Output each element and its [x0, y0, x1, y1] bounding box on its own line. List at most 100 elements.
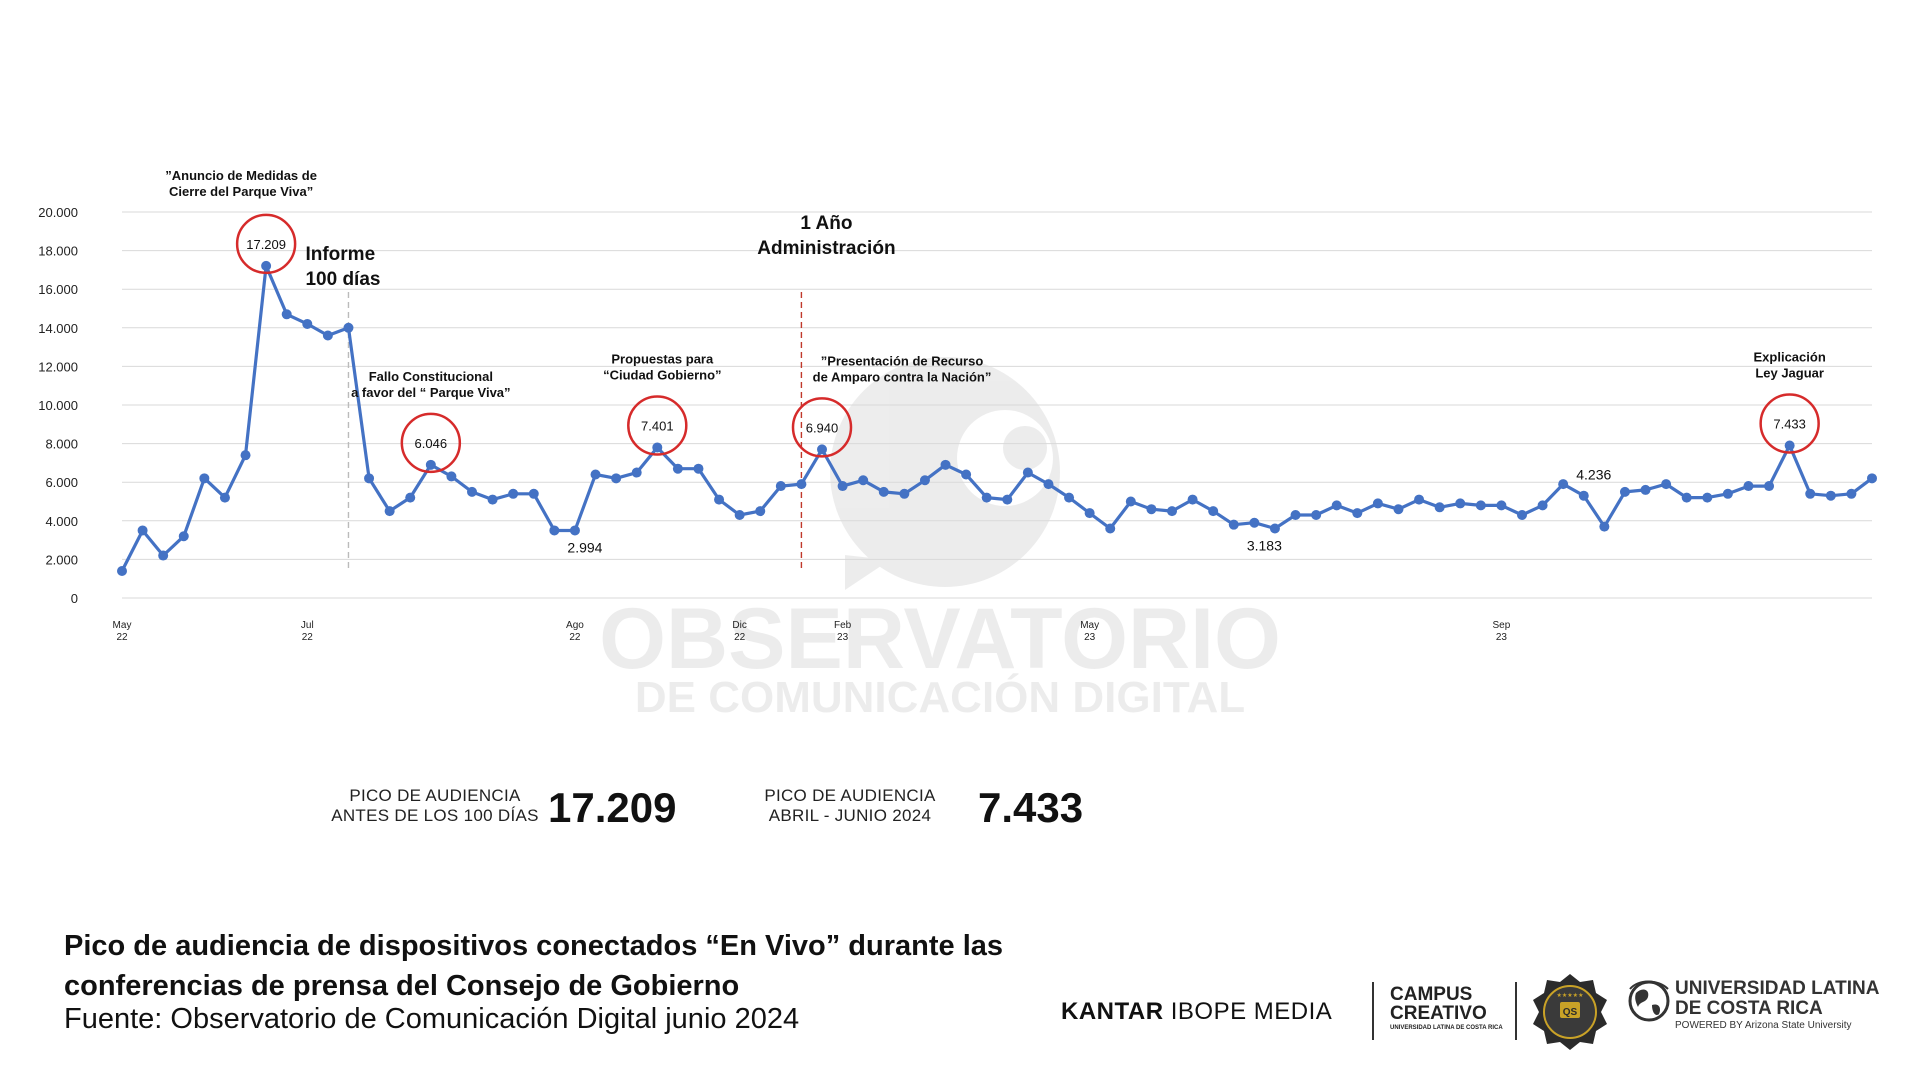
data-point: [1146, 504, 1157, 515]
data-point: [1228, 519, 1239, 530]
highlight-circle: [627, 395, 688, 456]
y-tick-label: 4.000: [45, 514, 78, 529]
watermark-line2: DE COMUNICACIÓN DIGITAL: [635, 672, 1245, 722]
universidad-latina-logo: UNIVERSIDAD LATINA DE COSTA RICA POWERED…: [1675, 979, 1879, 1033]
milestone-label: 100 días: [305, 269, 380, 290]
kpi-label-1: PICO DE AUDIENCIA ANTES DE LOS 100 DÍAS: [330, 786, 540, 826]
data-point: [734, 510, 745, 521]
x-tick-month: Feb: [834, 620, 852, 631]
campus-creativo-logo: CAMPUS CREATIVO UNIVERSIDAD LATINA DE CO…: [1390, 985, 1503, 1032]
data-point: [919, 475, 930, 486]
annotation-label: Cierre del Parque Viva”: [169, 184, 313, 199]
kantar-logo: KANTAR IBOPE MEDIA: [1061, 998, 1332, 1026]
data-point: [1043, 479, 1054, 490]
data-point: [1455, 498, 1466, 509]
campus-logo-line1: CAMPUS: [1390, 984, 1473, 1005]
data-point: [178, 531, 189, 542]
data-point: [1311, 510, 1322, 521]
qs-badge-icon: QS ★★★★★: [1533, 974, 1607, 1050]
highlight-circle: [1759, 393, 1820, 454]
highlight-value: 7.433: [1773, 417, 1806, 432]
kpi-1-label-line1: PICO DE AUDIENCIA: [349, 786, 521, 805]
y-tick-label: 18.000: [38, 244, 78, 259]
y-tick-label: 2.000: [45, 552, 78, 567]
data-point: [405, 492, 416, 503]
data-point: [1867, 473, 1877, 484]
data-point: [899, 488, 910, 499]
x-tick-year: 22: [302, 632, 314, 643]
data-point: [1722, 488, 1733, 499]
data-point: [1002, 494, 1013, 505]
data-point: [1208, 506, 1219, 517]
data-point: [569, 525, 580, 536]
x-axis: May22Jul22Ago22Dic22Feb23May23Sep23Mar24…: [113, 620, 1511, 643]
data-point: [775, 481, 786, 492]
y-tick-label: 14.000: [38, 321, 78, 336]
data-point: [1249, 517, 1260, 528]
kantar-logo-bold: KANTAR: [1061, 998, 1164, 1025]
watermark-line1: OBSERVATORIO: [599, 591, 1281, 687]
data-point: [1105, 523, 1116, 534]
data-point: [199, 473, 210, 484]
data-point: [1125, 496, 1136, 507]
data-point: [528, 488, 539, 499]
kpi-2-label-line1: PICO DE AUDIENCIA: [764, 786, 936, 805]
x-tick-month: Sep: [1493, 620, 1511, 631]
data-point: [1331, 500, 1342, 511]
data-point: [240, 450, 251, 461]
data-point: [1599, 521, 1610, 532]
data-point: [1496, 500, 1507, 511]
data-point: [1784, 440, 1795, 451]
x-tick-year: 23: [1496, 632, 1508, 643]
kantar-logo-rest: IBOPE MEDIA: [1170, 998, 1333, 1025]
data-point: [322, 330, 333, 341]
kpi-value-2: 7.433: [978, 784, 1084, 831]
milestone-label: 1 Año: [800, 213, 852, 234]
x-tick-month: Ago: [566, 620, 584, 631]
data-point: [487, 494, 498, 505]
x-tick-year: 22: [116, 632, 128, 643]
data-point: [940, 459, 951, 470]
grid: [122, 211, 1872, 599]
data-point: [1434, 502, 1445, 513]
x-tick-year: 23: [837, 632, 849, 643]
data-point: [425, 459, 436, 470]
ulatina-powered: POWERED BY Arizona State University: [1675, 1020, 1852, 1031]
y-axis: 0 2.000 4.000 6.000 8.000 10.000 12.000 14.000 1…: [38, 205, 78, 606]
data-point: [611, 473, 622, 484]
data-point: [796, 479, 807, 490]
value-label: 3.183: [1247, 538, 1282, 554]
campus-logo-sub: UNIVERSIDAD LATINA DE COSTA RICA: [1390, 1025, 1503, 1031]
data-point: [137, 525, 148, 536]
data-point: [1393, 504, 1404, 515]
x-tick-year: 23: [1084, 632, 1096, 643]
data-point: [961, 469, 972, 480]
annotation-label: de Amparo contra la Nación”: [813, 369, 992, 384]
data-point: [1846, 488, 1857, 499]
data-point: [261, 260, 272, 271]
data-point: [384, 506, 395, 517]
data-point: [652, 442, 663, 453]
campus-logo-line2: CREATIVO: [1390, 1003, 1487, 1024]
highlight-circle: [791, 397, 853, 458]
annotation-label: Ley Jaguar: [1755, 366, 1824, 381]
data-point: [1187, 494, 1198, 505]
milestone-label: Informe: [305, 244, 375, 265]
data-point: [1558, 479, 1569, 490]
series: [117, 260, 1877, 576]
ulatina-line2: DE COSTA RICA: [1675, 998, 1823, 1019]
watermark: OBSERVATORIO DE COMUNICACIÓN DIGITAL: [599, 357, 1281, 722]
milestones: Informe 100 días 1 Año Administración: [305, 213, 896, 572]
data-point: [1681, 492, 1692, 503]
data-point: [219, 492, 230, 503]
data-point: [1619, 486, 1630, 497]
highlight-value: 6.940: [806, 420, 839, 435]
highlight-value: 7.401: [641, 418, 674, 433]
highlight-circle: [235, 213, 297, 275]
x-tick-month: Dic: [732, 620, 746, 631]
kpi-2-label-line2: ABRIL - JUNIO 2024: [768, 806, 932, 825]
data-point: [467, 486, 477, 497]
qs-badge-text: QS: [1563, 1007, 1578, 1018]
kpi-label-2: PICO DE AUDIENCIA ABRIL - JUNIO 2024: [760, 786, 940, 826]
